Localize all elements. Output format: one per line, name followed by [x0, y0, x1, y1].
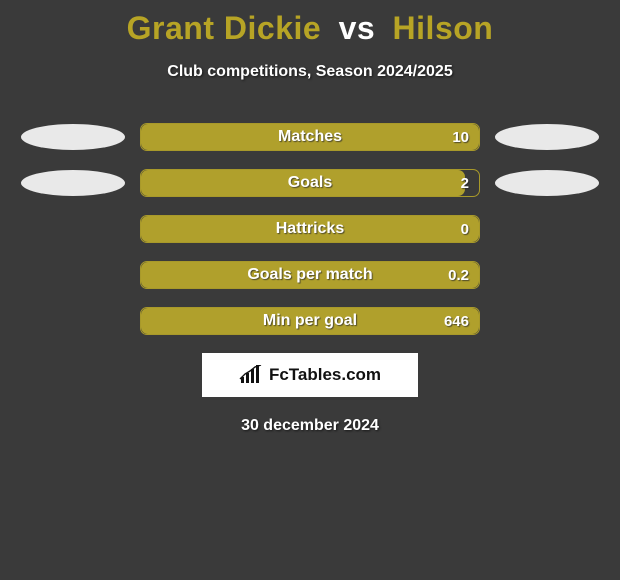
stat-value: 0.2	[448, 262, 469, 288]
brand-text: FcTables.com	[269, 365, 381, 385]
comparison-title: Grant Dickie vs Hilson	[0, 0, 620, 47]
stat-label: Goals per match	[141, 262, 479, 288]
stat-row: Min per goal646	[0, 307, 620, 335]
right-ellipse	[495, 124, 599, 150]
stat-row: Goals per match0.2	[0, 261, 620, 289]
player1-name: Grant Dickie	[127, 10, 322, 46]
stat-value: 2	[461, 170, 469, 196]
date-text: 30 december 2024	[0, 417, 620, 435]
stat-value: 10	[452, 124, 469, 150]
stat-row: Matches10	[0, 123, 620, 151]
stat-bar: Hattricks0	[140, 215, 480, 243]
stat-rows: Matches10 Goals2 Hattricks0 Goals per match…	[0, 123, 620, 335]
vs-text: vs	[339, 10, 376, 46]
chart-icon	[239, 365, 263, 385]
player2-name: Hilson	[393, 10, 494, 46]
brand-box: FcTables.com	[202, 353, 418, 397]
stat-label: Matches	[141, 124, 479, 150]
subtitle: Club competitions, Season 2024/2025	[0, 63, 620, 81]
stat-value: 646	[444, 308, 469, 334]
stat-bar: Goals per match0.2	[140, 261, 480, 289]
stat-label: Min per goal	[141, 308, 479, 334]
right-ellipse	[495, 170, 599, 196]
stat-bar: Matches10	[140, 123, 480, 151]
stat-label: Goals	[141, 170, 479, 196]
stat-label: Hattricks	[141, 216, 479, 242]
stat-row: Goals2	[0, 169, 620, 197]
left-ellipse	[21, 170, 125, 196]
left-ellipse	[21, 124, 125, 150]
stat-value: 0	[461, 216, 469, 242]
stat-bar: Min per goal646	[140, 307, 480, 335]
stat-bar: Goals2	[140, 169, 480, 197]
stat-row: Hattricks0	[0, 215, 620, 243]
